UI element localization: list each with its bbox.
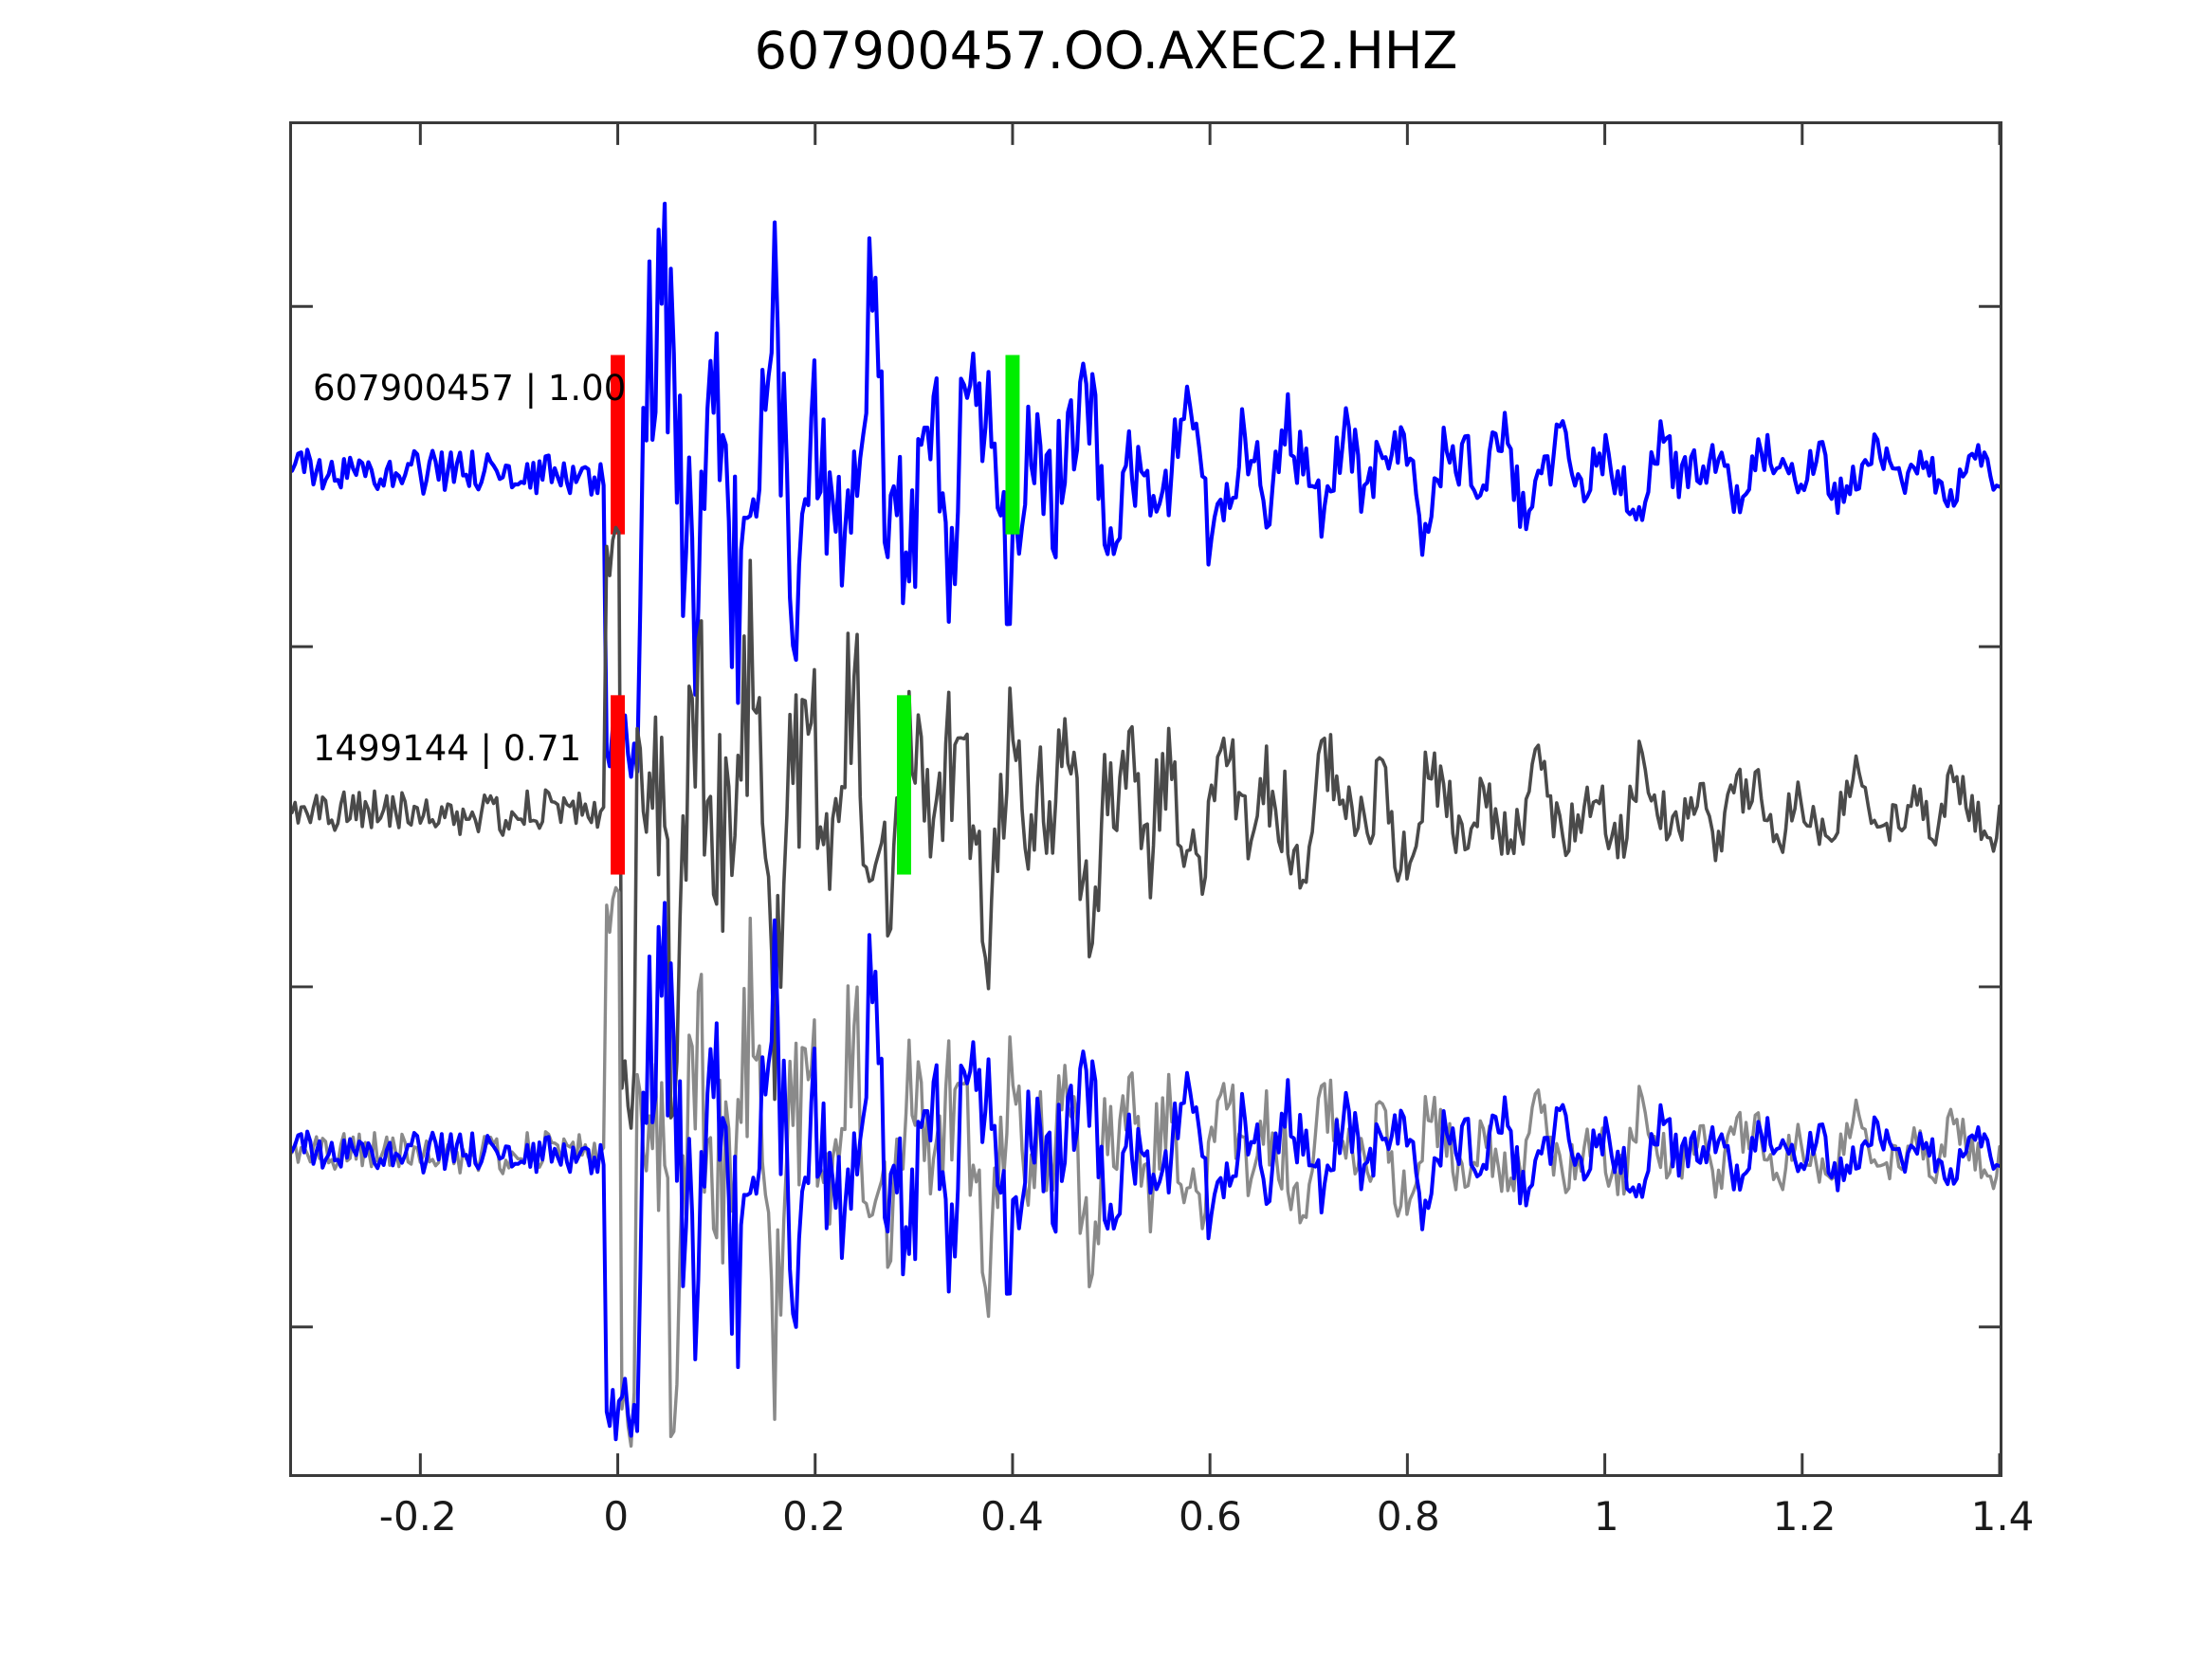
s-pick-marker-template — [1005, 355, 1020, 535]
x-tick-label: 1.4 — [1970, 1493, 2035, 1540]
waveform-canvas — [292, 124, 2000, 1474]
x-tick-label: 1 — [1593, 1493, 1619, 1540]
x-tick-label: 0.2 — [782, 1493, 846, 1540]
x-tick-label: 0 — [603, 1493, 630, 1540]
x-tick-label: 0.4 — [980, 1493, 1044, 1540]
x-tick-label: 0.8 — [1376, 1493, 1440, 1540]
plot-axes — [289, 121, 2002, 1477]
trace-label-detection: 1499144 | 0.71 — [313, 728, 582, 769]
x-tick-label: -0.2 — [378, 1493, 457, 1540]
x-tick-label: 0.6 — [1178, 1493, 1242, 1540]
p-pick-marker-template — [611, 355, 626, 535]
page-title: 607900457.OO.AXEC2.HHZ — [754, 21, 1458, 81]
p-pick-marker-detection — [611, 695, 626, 875]
s-pick-marker-detection — [896, 695, 911, 875]
trace-label-template: 607900457 | 1.00 — [313, 368, 627, 409]
x-tick-label: 1.2 — [1772, 1493, 1837, 1540]
